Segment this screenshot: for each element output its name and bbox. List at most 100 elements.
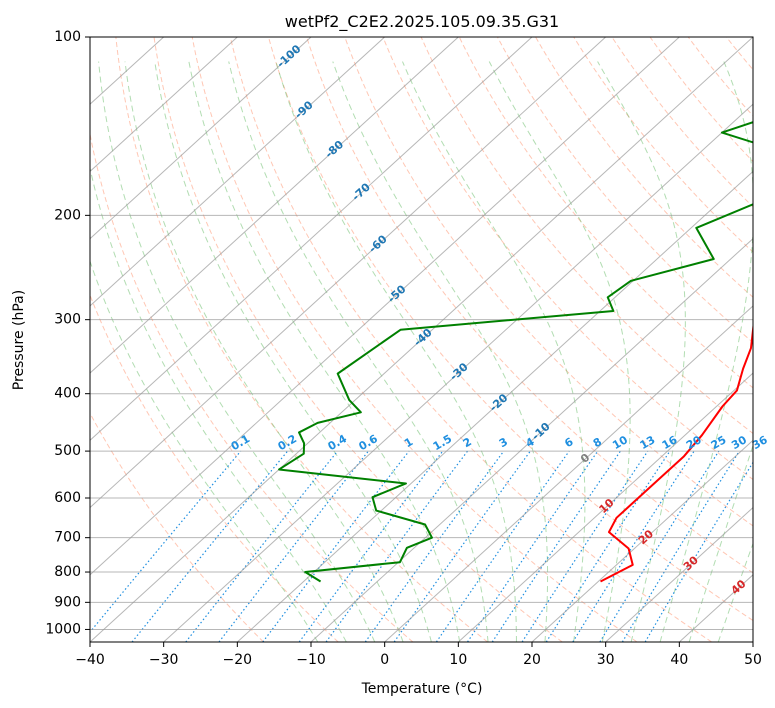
isotherm bbox=[605, 506, 753, 642]
isotherm bbox=[90, 37, 680, 576]
dry-adiabat bbox=[90, 131, 414, 642]
mixing-ratio-line bbox=[435, 450, 570, 642]
moist-adiabat bbox=[717, 542, 753, 642]
mixing-ratio-label: 30 bbox=[729, 433, 749, 452]
x-tick-label: 40 bbox=[670, 652, 688, 668]
y-axis-label: Pressure (hPa) bbox=[11, 290, 27, 390]
isotherm bbox=[90, 37, 753, 642]
mixing-ratio-label: 6 bbox=[562, 435, 575, 450]
y-tick-label: 600 bbox=[54, 490, 81, 506]
mixing-ratio-line bbox=[572, 450, 695, 642]
chart-title: wetPf2_C2E2.2025.105.09.35.G31 bbox=[285, 12, 559, 32]
isotherm bbox=[90, 37, 238, 173]
isotherm bbox=[90, 37, 459, 374]
dry-adiabat bbox=[611, 37, 753, 208]
dry-adiabat bbox=[496, 37, 753, 344]
moist-adiabat bbox=[98, 61, 376, 642]
moist-adiabat bbox=[90, 259, 319, 642]
mixing-ratio-label: 0.1 bbox=[229, 432, 252, 453]
y-tick-label: 700 bbox=[54, 530, 81, 546]
dry-adiabat bbox=[90, 412, 264, 642]
dry-adiabat bbox=[344, 37, 753, 527]
isotherm bbox=[384, 305, 753, 642]
dry-adiabat bbox=[649, 37, 753, 163]
x-tick-label: −30 bbox=[149, 652, 179, 668]
y-tick-label: 300 bbox=[54, 312, 81, 328]
moist-adiabat bbox=[688, 443, 753, 642]
isotherm bbox=[90, 37, 607, 509]
x-tick-label: 10 bbox=[449, 652, 467, 668]
y-tick-label: 1000 bbox=[45, 621, 81, 637]
dry-adiabat bbox=[573, 37, 753, 253]
mixing-ratio-label: 0.6 bbox=[356, 432, 380, 453]
dry-adiabat bbox=[115, 37, 488, 642]
x-tick-label: −20 bbox=[223, 652, 253, 668]
mixing-ratio-label: 3 bbox=[497, 435, 510, 450]
moist-adiabat bbox=[332, 61, 549, 642]
mixing-ratio-label: 1 bbox=[402, 435, 415, 450]
x-tick-label: 0 bbox=[380, 652, 389, 668]
dry-adiabat bbox=[268, 37, 753, 622]
dry-adiabat bbox=[458, 37, 753, 389]
x-axis: −40 −30 −20 −10 0 10 20 30 40 50 bbox=[75, 642, 762, 668]
mixing-ratio-label: 2 bbox=[461, 435, 474, 450]
isotherm-label: -100 bbox=[274, 42, 303, 70]
y-tick-label: 200 bbox=[54, 207, 81, 223]
isotherm bbox=[531, 439, 753, 642]
moist-adiabat bbox=[154, 61, 432, 642]
isotherm bbox=[163, 103, 753, 642]
dry-adiabat bbox=[90, 293, 339, 642]
isotherm bbox=[90, 37, 312, 240]
x-tick-label: −10 bbox=[296, 652, 326, 668]
x-tick-label: 30 bbox=[597, 652, 615, 668]
moist-adiabat bbox=[228, 61, 489, 642]
mixing-ratio-line bbox=[90, 450, 242, 634]
plot-clip-group bbox=[90, 37, 775, 642]
dewpoint-profile bbox=[278, 121, 753, 583]
mixing-ratio-line bbox=[325, 450, 469, 642]
isotherm bbox=[90, 37, 386, 307]
mixing-ratio-label: 8 bbox=[591, 435, 604, 450]
x-axis-label: Temperature (°C) bbox=[361, 681, 483, 697]
y-tick-label: 100 bbox=[54, 29, 81, 45]
plot-area: -100-90-80-70-60-50-40-30-20-10010203040… bbox=[90, 37, 775, 642]
mixing-ratio-label: 16 bbox=[660, 433, 680, 452]
mixing-ratio-line bbox=[262, 450, 410, 642]
y-tick-label: 900 bbox=[54, 594, 81, 610]
x-tick-label: −40 bbox=[75, 652, 105, 668]
moist-adiabat bbox=[659, 61, 753, 642]
moist-adiabat bbox=[402, 61, 586, 642]
mixing-ratio-line bbox=[364, 450, 505, 642]
moist-adiabat bbox=[90, 165, 347, 642]
mixing-ratio-label: 0.4 bbox=[326, 432, 350, 453]
dry-adiabat bbox=[153, 37, 563, 642]
dry-adiabat bbox=[191, 37, 638, 642]
dry-adiabat bbox=[687, 37, 753, 117]
mixing-ratio-label: 13 bbox=[638, 433, 658, 452]
mixing-ratio-line bbox=[218, 450, 369, 642]
y-axis: 100 200 300 400 500 600 700 800 900 1000 bbox=[45, 29, 90, 637]
plot-frame bbox=[89, 36, 754, 643]
mixing-ratio-label: 25 bbox=[709, 433, 729, 452]
dry-adiabat bbox=[765, 37, 775, 642]
isotherm bbox=[90, 37, 533, 442]
dry-adiabat bbox=[229, 37, 712, 642]
y-tick-label: 500 bbox=[54, 443, 81, 459]
temperature-profile bbox=[600, 324, 753, 583]
mixing-ratio-line bbox=[491, 450, 621, 642]
y-tick-label: 800 bbox=[54, 564, 81, 580]
mixing-ratio-label: 10 bbox=[610, 433, 630, 452]
mixing-ratio-line bbox=[467, 450, 599, 642]
moist-adiabat bbox=[597, 61, 686, 642]
y-tick-label: 400 bbox=[54, 386, 81, 402]
mixing-ratio-line bbox=[185, 450, 339, 642]
moist-adiabat bbox=[124, 61, 404, 642]
moist-adiabat bbox=[275, 61, 517, 642]
mixing-ratio-line bbox=[521, 450, 649, 642]
dry-adiabat bbox=[420, 37, 753, 435]
mixing-ratio-line bbox=[545, 450, 671, 642]
isotherm bbox=[752, 641, 753, 642]
isotherm bbox=[457, 372, 753, 642]
x-tick-label: 50 bbox=[744, 652, 762, 668]
